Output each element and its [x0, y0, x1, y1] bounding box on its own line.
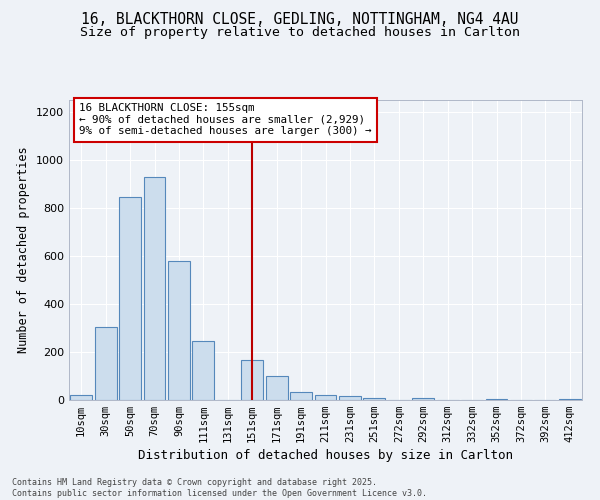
Bar — [364, 398, 385, 400]
Bar — [95, 327, 116, 400]
Bar — [143, 177, 166, 400]
X-axis label: Distribution of detached houses by size in Carlton: Distribution of detached houses by size … — [138, 450, 513, 462]
Bar — [168, 261, 190, 400]
Bar — [339, 396, 361, 400]
Bar — [559, 399, 581, 400]
Bar — [241, 360, 263, 400]
Bar — [314, 395, 337, 400]
Bar — [70, 395, 92, 400]
Y-axis label: Number of detached properties: Number of detached properties — [17, 146, 31, 354]
Bar — [485, 399, 508, 400]
Bar — [412, 398, 434, 400]
Text: Size of property relative to detached houses in Carlton: Size of property relative to detached ho… — [80, 26, 520, 39]
Bar — [119, 197, 141, 400]
Text: Contains HM Land Registry data © Crown copyright and database right 2025.
Contai: Contains HM Land Registry data © Crown c… — [12, 478, 427, 498]
Bar — [290, 392, 312, 400]
Bar — [266, 376, 287, 400]
Text: 16 BLACKTHORN CLOSE: 155sqm
← 90% of detached houses are smaller (2,929)
9% of s: 16 BLACKTHORN CLOSE: 155sqm ← 90% of det… — [79, 103, 372, 136]
Text: 16, BLACKTHORN CLOSE, GEDLING, NOTTINGHAM, NG4 4AU: 16, BLACKTHORN CLOSE, GEDLING, NOTTINGHA… — [81, 12, 519, 28]
Bar — [193, 341, 214, 400]
